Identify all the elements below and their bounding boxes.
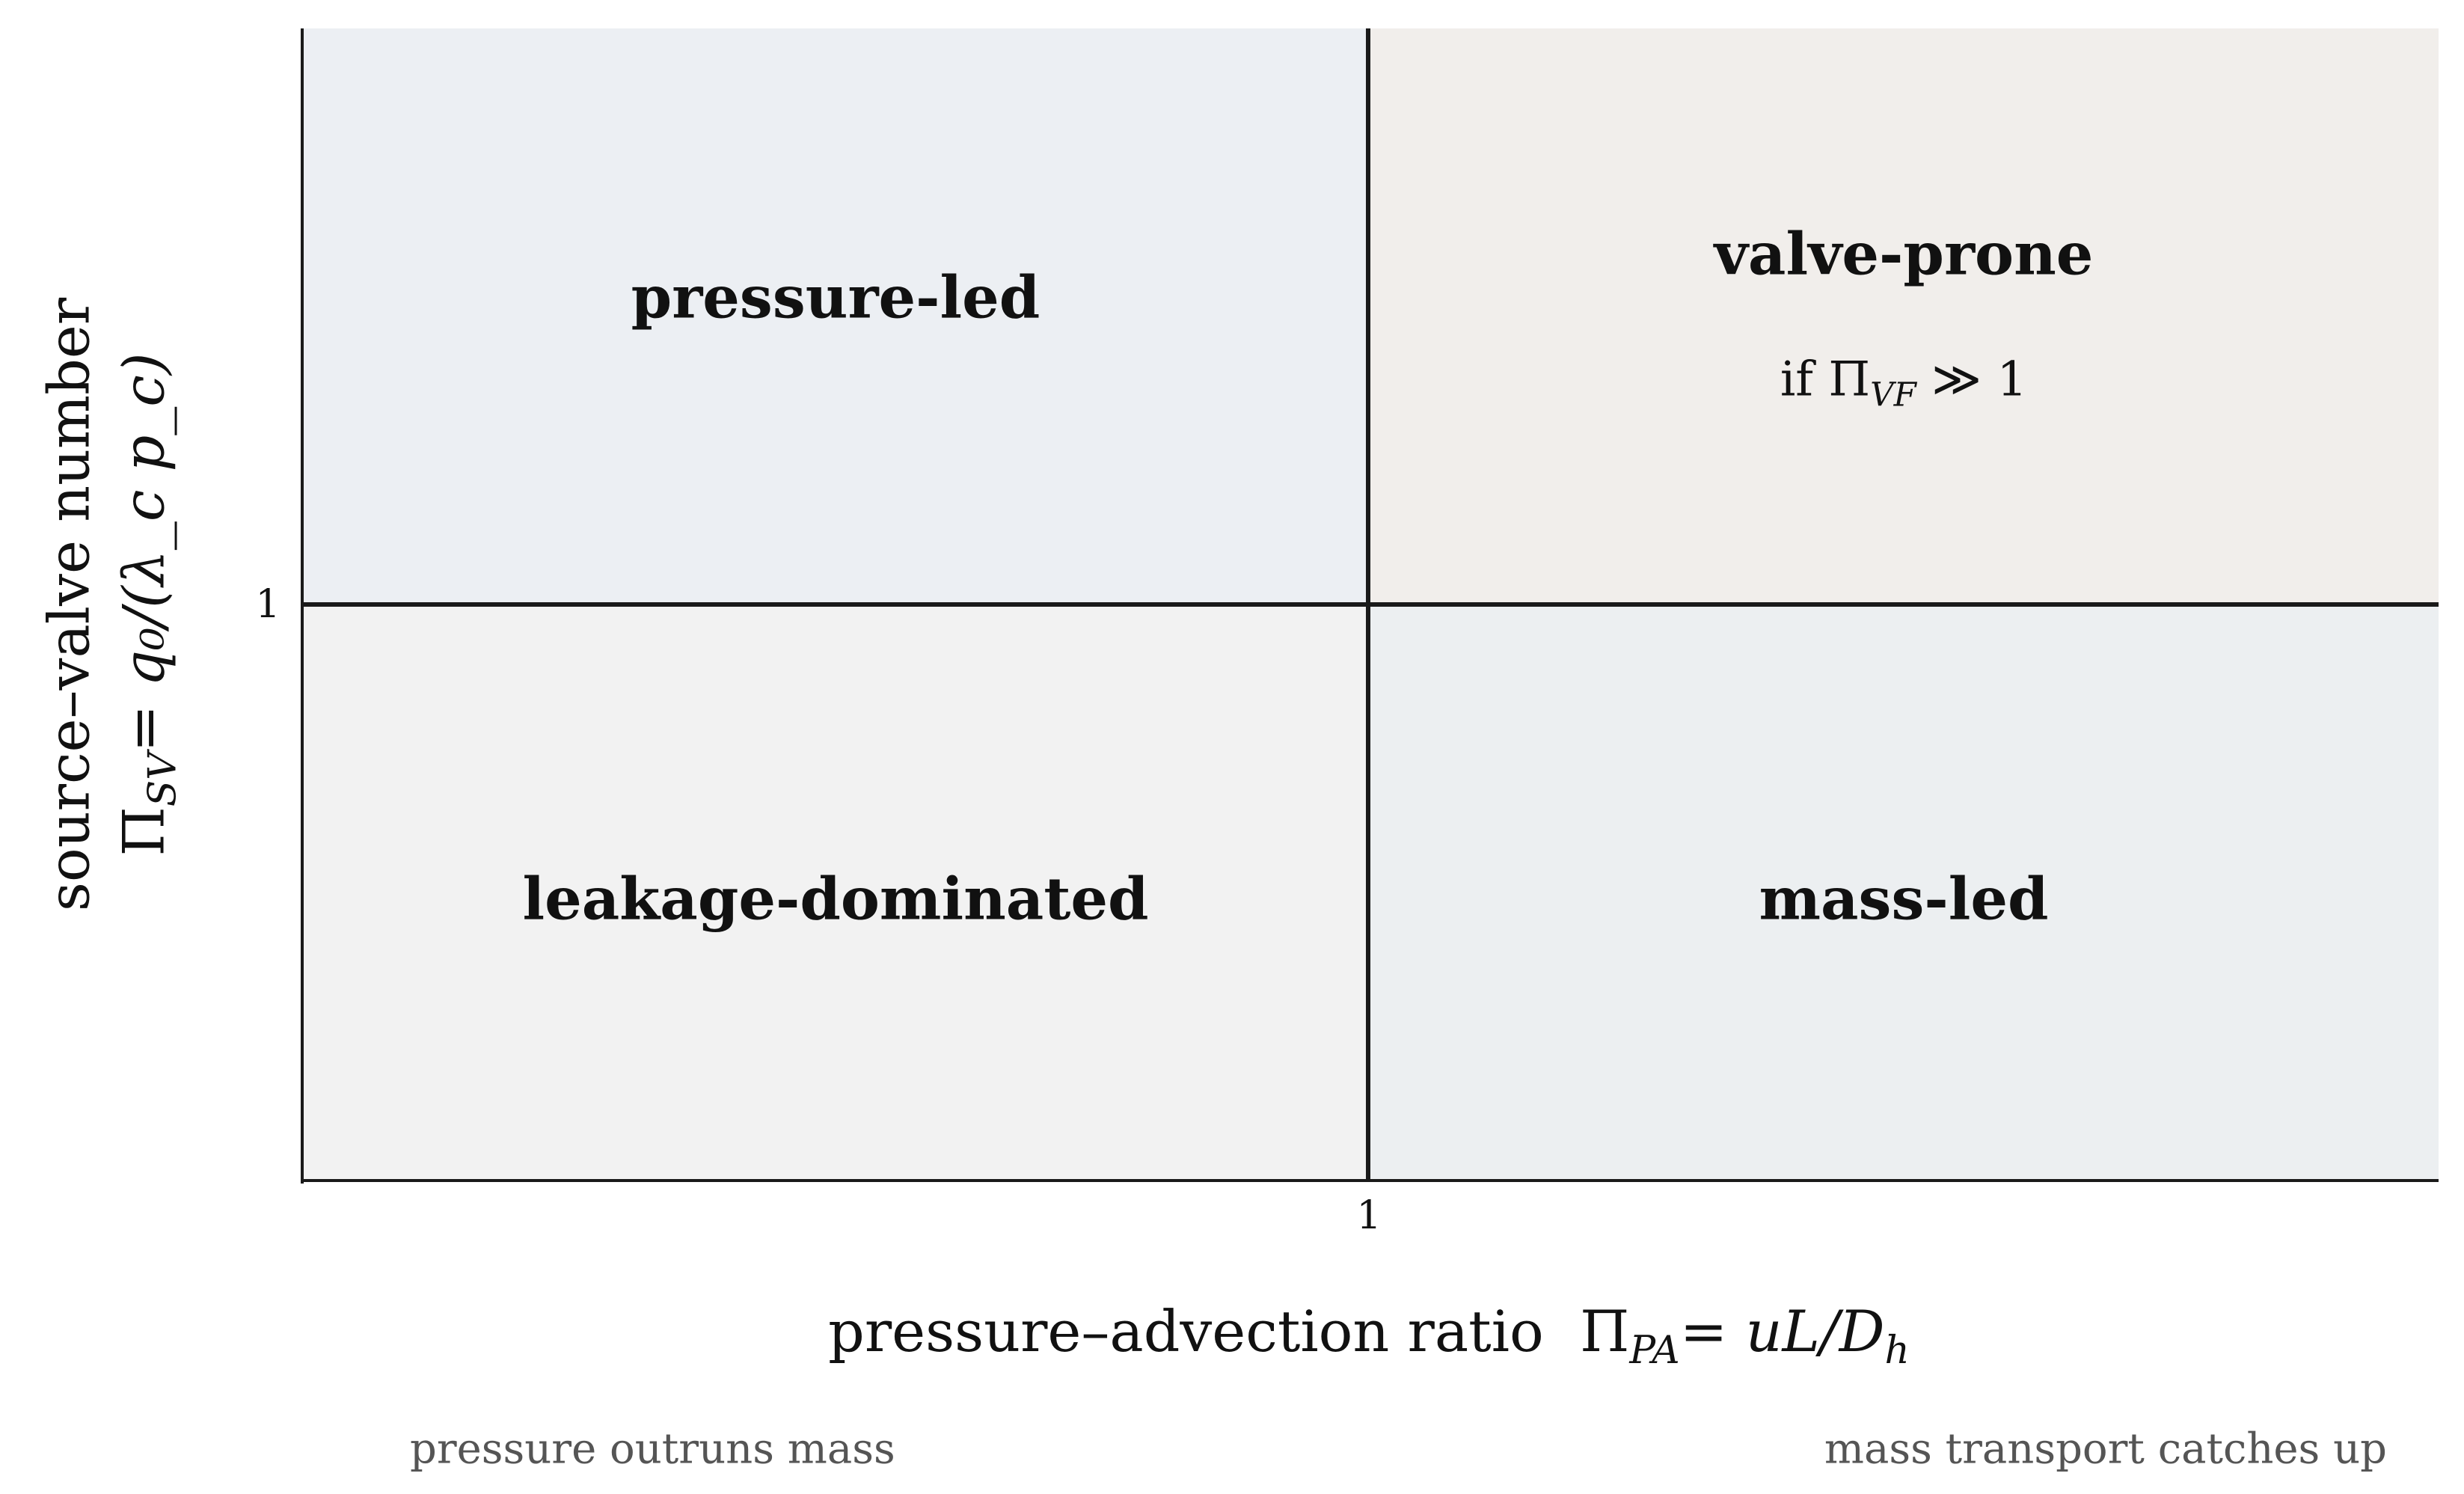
y-axis-subscript: SV — [140, 752, 186, 807]
quadrant-leakage-dominated — [302, 604, 1369, 1181]
x-tick-1: 1 — [1356, 1193, 1382, 1238]
annotation-right: mass transport catches up — [1824, 1424, 2387, 1474]
y-tick-1: 1 — [255, 582, 281, 627]
y-axis-label: source–valve number ΠSV= q₀/(λ_c p_c) — [31, 298, 200, 911]
quadrant-valve-prone — [1369, 28, 2439, 604]
x-axis-label: pressure–advection ratio ΠPA= uL/Dh — [828, 1298, 1910, 1373]
label-mass-led: mass-led — [1759, 865, 2049, 934]
y-axis-formula-rhs: = q₀/(λ_c p_c) — [110, 352, 177, 753]
horizontal-threshold-line — [302, 602, 2439, 607]
quadrant-pressure-led — [302, 28, 1369, 604]
condition-pi-symbol: Π — [1828, 352, 1871, 408]
x-axis-rhs-subscript: h — [1884, 1328, 1910, 1374]
x-axis-formula-rhs: = uL/D — [1679, 1297, 1885, 1365]
y-axis-label-text: source–valve number — [35, 297, 102, 912]
label-valve-prone: valve-prone — [1714, 220, 2094, 289]
quadrant-mass-led — [1369, 604, 2439, 1181]
label-leakage-dominated: leakage-dominated — [522, 865, 1149, 934]
x-axis-label-text: pressure–advection ratio — [828, 1297, 1544, 1365]
x-axis-pi-symbol: Π — [1580, 1297, 1630, 1365]
x-axis-subscript: PA — [1629, 1328, 1680, 1374]
y-axis-pi-symbol: Π — [110, 806, 177, 857]
label-pressure-led: pressure-led — [631, 263, 1041, 332]
y-axis-formula: ΠSV= q₀/(λ_c p_c) — [106, 298, 200, 911]
condition-subscript: VF — [1870, 376, 1916, 414]
valve-prone-condition: if ΠVF ≫ 1 — [1780, 352, 2028, 414]
annotation-left: pressure outruns mass — [410, 1424, 895, 1474]
